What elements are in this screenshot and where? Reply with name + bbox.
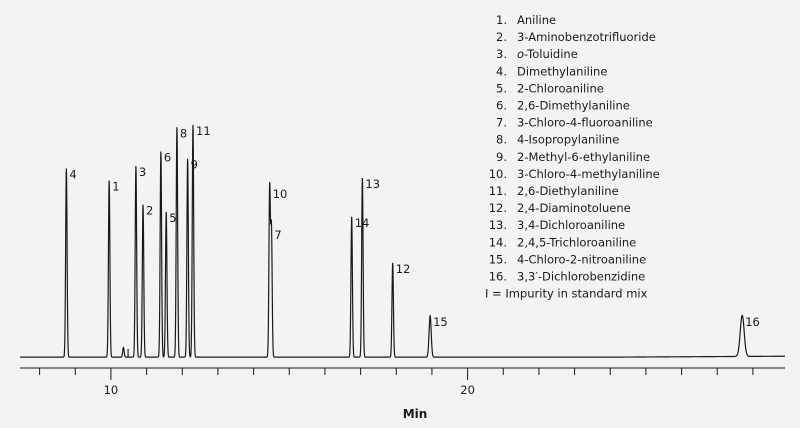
legend-item: Aniline — [517, 13, 556, 27]
legend-item: 3-Chloro-4-fluoroaniline — [517, 116, 653, 130]
trace-layer — [20, 124, 785, 358]
legend-note: I = Impurity in standard mix — [485, 287, 648, 301]
legend-item: 3,4-Dichloroaniline — [517, 218, 625, 232]
peak-label-5: 5 — [169, 211, 176, 225]
legend-number: 16. — [489, 270, 507, 284]
legend-number: 11. — [489, 184, 507, 198]
legend-item: Dimethylaniline — [517, 64, 607, 78]
peak-label-10: 10 — [273, 187, 288, 201]
legend-item: 2,4-Diaminotoluene — [517, 201, 631, 215]
peak-label-9: 9 — [191, 158, 198, 172]
peak-label-15: 15 — [433, 315, 448, 329]
legend-item: 2,6-Dimethylaniline — [517, 99, 630, 113]
x-axis-title: Min — [403, 407, 428, 421]
legend-item: 2-Methyl-6-ethylaniline — [517, 150, 650, 164]
legend-number: 4. — [496, 64, 507, 78]
legend-number: 3. — [496, 47, 507, 61]
legend-number: 12. — [489, 201, 507, 215]
peak-label-2: 2 — [146, 204, 153, 218]
legend-number: 15. — [489, 252, 507, 266]
legend-number: 6. — [496, 99, 507, 113]
legend-item: 3-Chloro-4-methylaniline — [517, 167, 660, 181]
legend-item: 2,4,5-Trichloroaniline — [517, 235, 636, 249]
x-tick-label: 20 — [460, 383, 475, 397]
legend-item: 2-Chloroaniline — [517, 81, 604, 95]
peak-label-3: 3 — [139, 165, 146, 179]
peak-label-4: 4 — [69, 167, 76, 181]
legend-number: 10. — [489, 167, 507, 181]
legend-item: 4-Chloro-2-nitroaniline — [517, 252, 646, 266]
legend-number: 1. — [496, 13, 507, 27]
peak-label-12: 12 — [396, 262, 411, 276]
peak-label-7: 7 — [274, 228, 281, 242]
peak-label-13: 13 — [365, 177, 380, 191]
peak-label-11: 11 — [196, 124, 211, 138]
legend-item: 3,3′-Dichlorobenzidine — [517, 270, 645, 284]
legend-number: 13. — [489, 218, 507, 232]
x-axis: 10 20 — [20, 367, 785, 397]
legend-number: 9. — [496, 150, 507, 164]
legend-item: 4-Isopropylaniline — [517, 133, 619, 147]
legend-number: 8. — [496, 133, 507, 147]
peak-label-14: 14 — [355, 216, 370, 230]
peak-label-I: I — [126, 347, 129, 361]
legend: 1. Aniline 2. 3-Aminobenzotrifluoride 3. o-To… — [485, 13, 660, 301]
chromatogram-trace — [20, 124, 785, 358]
legend-item: 2,6-Diethylaniline — [517, 184, 619, 198]
peak-label-8: 8 — [180, 126, 187, 140]
x-tick-label: 10 — [104, 383, 119, 397]
peak-label-1: 1 — [112, 180, 119, 194]
legend-item: 3-Aminobenzotrifluoride — [517, 30, 656, 44]
legend-number: 14. — [489, 235, 507, 249]
peak-label-16: 16 — [745, 315, 760, 329]
legend-number: 2. — [496, 30, 507, 44]
legend-item: o-Toluidine — [517, 47, 578, 61]
legend-number: 7. — [496, 116, 507, 130]
legend-number: 5. — [496, 81, 507, 95]
peak-label-6: 6 — [164, 151, 171, 165]
